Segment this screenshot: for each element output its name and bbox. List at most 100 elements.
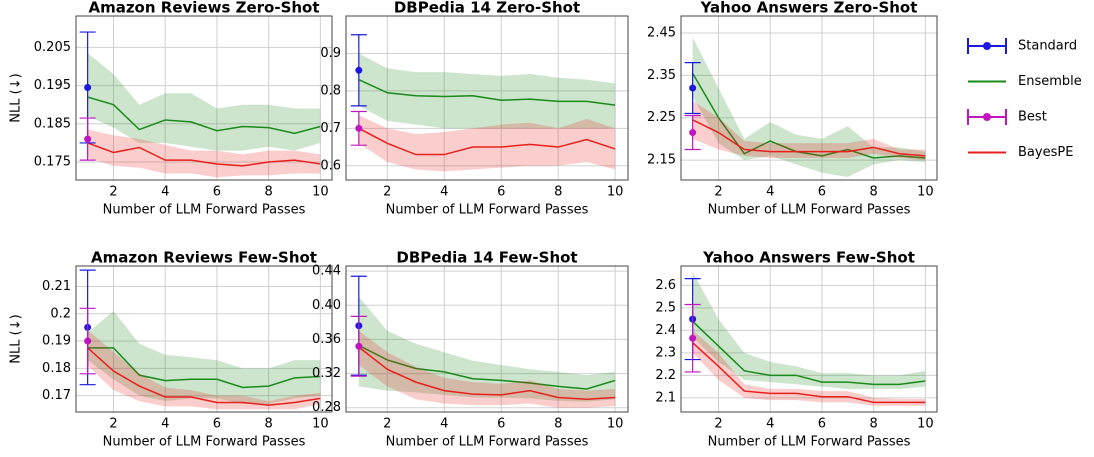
x-tick-label: 8 — [265, 417, 273, 432]
band — [358, 296, 616, 402]
x-tick-label: 8 — [554, 417, 562, 432]
x-axis-label: Number of LLM Forward Passes — [708, 203, 911, 218]
y-tick-label: 2.2 — [655, 368, 676, 383]
chart-title: DBPedia 14 Zero-Shot — [394, 0, 580, 17]
point — [355, 342, 363, 350]
y-tick-label: 0.19 — [42, 334, 71, 349]
y-axis-label: NLL (↓) — [9, 314, 24, 363]
line — [87, 142, 321, 167]
x-tick-label: 6 — [213, 185, 221, 200]
point — [84, 337, 92, 345]
point — [689, 334, 697, 342]
y-tick-label: 0.28 — [312, 400, 341, 415]
point — [355, 66, 363, 74]
x-axis-label: Number of LLM Forward Passes — [386, 203, 589, 218]
y-tick-label: 0.6 — [320, 158, 341, 173]
x-tick-label: 4 — [440, 185, 448, 200]
legend-label: Best — [1018, 110, 1047, 125]
y-tick-label: 0.7 — [320, 121, 341, 136]
legend-label: Ensemble — [1018, 74, 1082, 89]
legend-label: Standard — [1018, 39, 1077, 54]
line — [87, 347, 321, 406]
x-tick-label: 10 — [607, 417, 624, 432]
line — [87, 96, 321, 135]
x-tick-label: 2 — [714, 185, 722, 200]
line — [358, 127, 616, 156]
point — [689, 129, 697, 137]
x-tick-label: 10 — [607, 185, 624, 200]
plot-frame — [75, 265, 333, 413]
x-axis-label: Number of LLM Forward Passes — [103, 203, 306, 218]
plot-frame — [680, 15, 938, 181]
line — [358, 344, 616, 390]
chart-title: Yahoo Answers Zero-Shot — [700, 0, 918, 17]
y-tick-label: 2.15 — [647, 153, 676, 168]
band — [87, 311, 321, 404]
y-axis-label: NLL (↓) — [9, 73, 24, 122]
x-tick-label: 8 — [554, 185, 562, 200]
point — [84, 135, 92, 143]
x-tick-label: 2 — [383, 417, 391, 432]
band — [358, 115, 616, 172]
x-tick-label: 2 — [714, 417, 722, 432]
y-tick-label: 0.21 — [42, 279, 71, 294]
y-tick-label: 0.205 — [34, 40, 71, 55]
y-tick-label: 0.17 — [42, 388, 71, 403]
y-tick-label: 0.2 — [50, 306, 71, 321]
plot-frame — [75, 15, 333, 181]
y-tick-label: 0.175 — [34, 155, 71, 170]
line — [691, 72, 926, 159]
line — [692, 342, 926, 404]
x-tick-label: 6 — [497, 417, 505, 432]
x-tick-label: 6 — [497, 185, 505, 200]
legend-label: BayesPE — [1018, 145, 1073, 160]
x-tick-label: 4 — [161, 417, 169, 432]
band — [358, 330, 616, 408]
x-tick-label: 2 — [383, 185, 391, 200]
x-tick-label: 4 — [161, 185, 169, 200]
y-tick-label: 0.8 — [320, 83, 341, 98]
y-tick-label: 2.25 — [647, 110, 676, 125]
y-tick-label: 2.35 — [647, 68, 676, 83]
legend-swatch — [983, 113, 991, 121]
x-tick-label: 4 — [440, 417, 448, 432]
line — [358, 346, 616, 400]
band — [87, 53, 321, 151]
line — [358, 78, 616, 106]
y-tick-label: 0.36 — [312, 332, 341, 347]
band — [692, 37, 926, 178]
y-tick-label: 0.44 — [312, 264, 341, 279]
y-tick-label: 2.4 — [655, 323, 676, 338]
point — [84, 83, 92, 91]
chart-title: Yahoo Answers Few-Shot — [702, 249, 915, 267]
y-tick-label: 0.195 — [34, 78, 71, 93]
x-tick-label: 8 — [870, 185, 878, 200]
y-tick-label: 0.185 — [34, 116, 71, 131]
x-tick-label: 10 — [917, 185, 934, 200]
x-tick-label: 6 — [818, 417, 826, 432]
x-tick-label: 10 — [917, 417, 934, 432]
x-tick-label: 10 — [312, 417, 329, 432]
chart-title: DBPedia 14 Few-Shot — [396, 249, 577, 267]
band — [692, 271, 926, 389]
legend-swatch — [983, 42, 991, 50]
x-tick-label: 10 — [312, 185, 329, 200]
point — [689, 84, 697, 92]
x-tick-label: 8 — [870, 417, 878, 432]
x-axis-label: Number of LLM Forward Passes — [386, 435, 589, 450]
line — [87, 347, 321, 389]
y-tick-label: 2.45 — [647, 25, 676, 40]
y-tick-label: 0.18 — [42, 361, 71, 376]
y-tick-label: 0.40 — [312, 298, 341, 313]
y-tick-label: 2.3 — [655, 345, 676, 360]
x-axis-label: Number of LLM Forward Passes — [103, 435, 306, 450]
x-tick-label: 4 — [766, 417, 774, 432]
y-tick-label: 0.9 — [320, 46, 341, 61]
line — [692, 119, 926, 157]
y-tick-label: 0.32 — [312, 366, 341, 381]
x-tick-label: 2 — [109, 185, 117, 200]
y-tick-label: 2.1 — [655, 390, 676, 405]
chart-title: Amazon Reviews Few-Shot — [91, 249, 317, 267]
plot-frame — [345, 265, 629, 413]
